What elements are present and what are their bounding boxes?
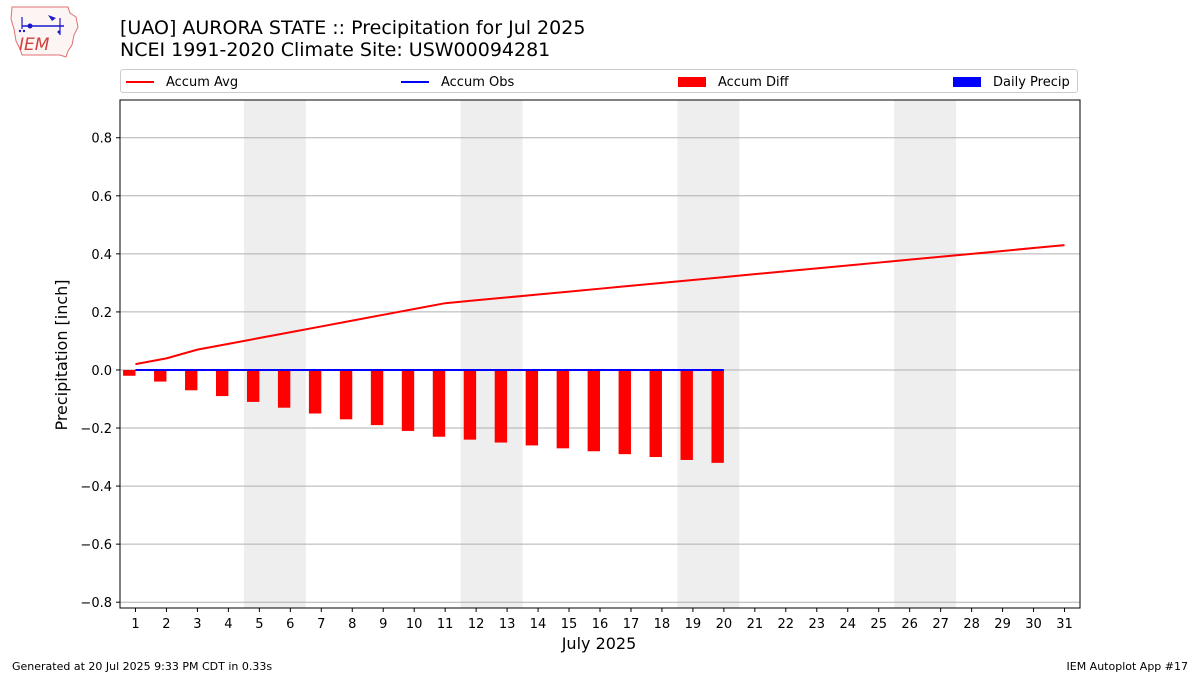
accum-diff-bar-13 xyxy=(494,369,508,443)
x-tick-label: 11 xyxy=(437,617,454,632)
legend-item-accum-avg: Accum Avg xyxy=(126,73,238,91)
x-tick-label: 21 xyxy=(747,617,764,632)
legend-label: Accum Diff xyxy=(718,74,789,90)
x-tick-label: 20 xyxy=(716,617,733,632)
chart-subtitle: NCEI 1991-2020 Climate Site: USW00094281 xyxy=(120,39,551,61)
accum-diff-bar-1 xyxy=(123,369,136,376)
x-tick-label: 4 xyxy=(224,617,232,632)
logo-text: IEM xyxy=(19,35,50,55)
series-lines xyxy=(135,244,1065,371)
accum-diff-bar-11 xyxy=(432,369,446,437)
legend-label: Daily Precip xyxy=(993,74,1070,90)
accum-diff-bar-7 xyxy=(308,369,322,414)
iem-logo: IEM xyxy=(10,6,79,58)
x-tick-label: 30 xyxy=(1025,617,1042,632)
x-tick-label: 6 xyxy=(286,617,294,632)
x-tick-label: 26 xyxy=(901,617,918,632)
accum-diff-bar-14 xyxy=(525,369,539,446)
x-tick-label: 14 xyxy=(530,617,547,632)
x-tick-label: 1 xyxy=(131,617,139,632)
y-axis-ticks: −0.8 −0.6 −0.4 −0.2 0.0 0.2 0.4 0.6 0.8 xyxy=(80,132,120,611)
legend: Accum Avg Accum Obs Accum Diff Daily Pre… xyxy=(120,69,1078,93)
x-tick-label: 29 xyxy=(994,617,1011,632)
y-tick-label: −0.6 xyxy=(80,538,112,553)
legend-swatch-accum-diff xyxy=(678,77,706,87)
x-tick-label: 31 xyxy=(1056,617,1073,632)
legend-swatch-daily-precip xyxy=(953,77,981,87)
x-axis-ticks: 1 2 3 4 5 6 7 8 9 10 11 12 13 14 15 16 17 18 19 20 21 22 23 24 2… xyxy=(131,608,1073,632)
y-tick-label: −0.8 xyxy=(80,596,112,611)
x-tick-label: 7 xyxy=(317,617,325,632)
x-tick-label: 9 xyxy=(379,617,387,632)
legend-item-daily-precip: Daily Precip xyxy=(953,73,1070,91)
legend-label: Accum Obs xyxy=(441,74,515,90)
legend-swatch-accum-obs xyxy=(401,81,429,83)
weekend-shade-1 xyxy=(460,100,523,608)
weekend-shade-3 xyxy=(894,100,957,608)
weekend-shade-2 xyxy=(677,100,740,608)
accum-diff-bar-2 xyxy=(154,369,167,382)
y-tick-label: 0.0 xyxy=(91,364,112,379)
legend-label: Accum Avg xyxy=(166,74,239,90)
legend-swatch-accum-avg xyxy=(126,81,154,83)
x-axis-label: July 2025 xyxy=(561,634,637,653)
x-tick-label: 19 xyxy=(685,617,702,632)
x-tick-label: 5 xyxy=(255,617,263,632)
chart-title: [UAO] AURORA STATE :: Precipitation for … xyxy=(120,17,586,39)
accum-diff-bar-9 xyxy=(370,369,384,426)
weekend-shade-0 xyxy=(243,100,306,608)
accum-diff-bar-10 xyxy=(401,369,415,431)
accum-diff-bar-3 xyxy=(185,369,198,391)
x-tick-label: 10 xyxy=(406,617,423,632)
accum-diff-bar-8 xyxy=(339,369,353,420)
x-tick-label: 12 xyxy=(468,617,485,632)
x-tick-label: 24 xyxy=(839,617,856,632)
x-tick-label: 18 xyxy=(654,617,671,632)
y-tick-label: 0.8 xyxy=(91,132,112,147)
accum-diff-bar-15 xyxy=(556,369,570,449)
accum-diff-bar-4 xyxy=(216,369,229,397)
y-axis-label: Precipitation [inch] xyxy=(52,279,71,430)
y-tick-label: 0.4 xyxy=(91,248,112,263)
y-tick-label: −0.4 xyxy=(80,480,112,495)
x-tick-label: 2 xyxy=(162,617,170,632)
footer-generated-text: Generated at 20 Jul 2025 9:33 PM CDT in … xyxy=(12,660,273,673)
accum-diff-bar-20 xyxy=(711,369,724,463)
x-tick-label: 13 xyxy=(499,617,516,632)
legend-item-accum-obs: Accum Obs xyxy=(401,73,514,91)
legend-item-accum-diff: Accum Diff xyxy=(678,73,789,91)
accum-diff-bar-18 xyxy=(649,369,662,458)
accum-diff-bar-19 xyxy=(680,369,693,460)
weekend-shading xyxy=(243,100,957,608)
x-tick-label: 8 xyxy=(348,617,356,632)
accum-diff-bar-16 xyxy=(587,369,600,452)
x-tick-label: 25 xyxy=(870,617,887,632)
x-tick-label: 23 xyxy=(809,617,826,632)
accum-diff-bar-6 xyxy=(277,369,291,408)
x-tick-label: 27 xyxy=(932,617,949,632)
accum-avg-line xyxy=(135,244,1065,366)
footer-app-label: IEM Autoplot App #17 xyxy=(1066,660,1189,673)
y-tick-label: 0.2 xyxy=(91,306,112,321)
accum-diff-bar-5 xyxy=(246,369,260,402)
accum-diff-bar-12 xyxy=(463,369,477,440)
accum-diff-bar-17 xyxy=(618,369,631,455)
accum-diff-bars xyxy=(123,369,724,463)
x-tick-label: 15 xyxy=(561,617,578,632)
y-tick-label: 0.6 xyxy=(91,190,112,205)
x-tick-label: 28 xyxy=(963,617,980,632)
x-tick-label: 22 xyxy=(778,617,795,632)
x-tick-label: 3 xyxy=(193,617,201,632)
x-tick-label: 17 xyxy=(623,617,640,632)
x-tick-label: 16 xyxy=(592,617,609,632)
y-tick-label: −0.2 xyxy=(80,422,112,437)
